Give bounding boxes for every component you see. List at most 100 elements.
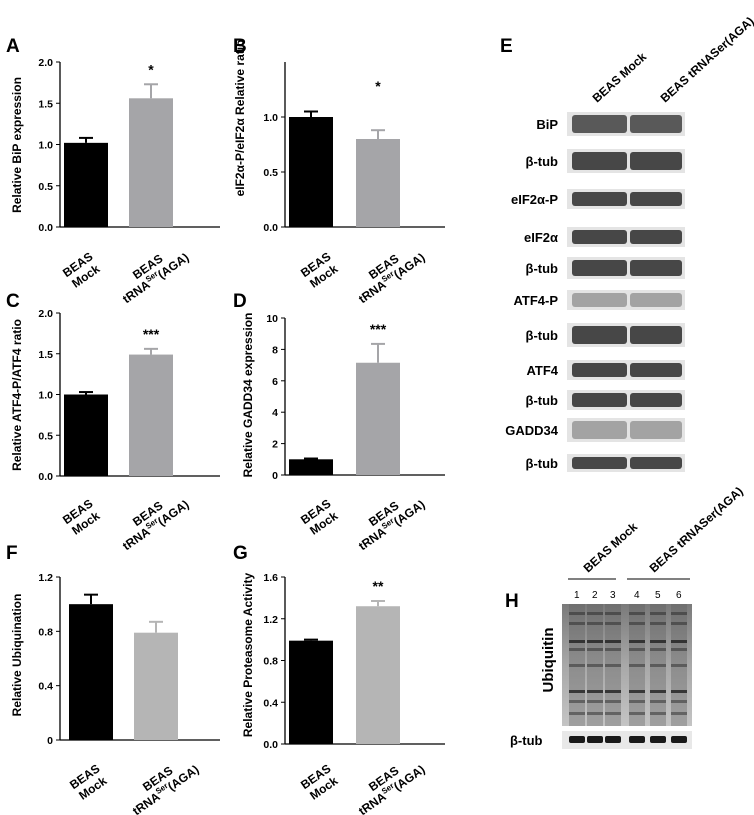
chart-a-ylabel: Relative BiP expression	[10, 77, 24, 213]
blot-h-lane-smear	[650, 604, 666, 726]
blot-h-band	[587, 648, 603, 651]
blot-h-group-trna: BEAS tRNASer(AGA)	[647, 484, 746, 575]
blot-e-row-label-6: β-tub	[526, 328, 559, 343]
bar-trna	[129, 98, 173, 227]
blot-h-band	[629, 640, 645, 643]
blot-h-band	[569, 700, 585, 703]
panel-letter-g: G	[233, 543, 248, 564]
blot-e-row-label-2: eIF2α-P	[511, 192, 558, 207]
blot-e-band-mock	[572, 192, 627, 206]
y-tick-label: 0.0	[263, 739, 278, 751]
blot-h-band	[671, 612, 687, 615]
bar-mock	[289, 640, 333, 744]
y-tick-label: 0.8	[263, 656, 278, 668]
chart-g-plot: 0.0 0.4 0.8 1.2 1.6 BEASMock ** BEAStRNASer(AGA…	[263, 572, 445, 815]
blot-e-band-mock	[572, 260, 627, 276]
blot-h-band	[671, 700, 687, 703]
blot-h-band	[671, 648, 687, 651]
blot-e-band-trna	[630, 457, 682, 469]
blot-h-lane-smear	[587, 604, 603, 726]
blot-h-btub-band	[605, 736, 621, 743]
chart-b-plot: 0.0 0.5 1.0 BEASMock * BEAStRNASer(AGA)	[263, 62, 445, 306]
blot-h-btub-membrane	[562, 731, 692, 749]
blot-h-lane-5: 5	[655, 590, 661, 601]
blot-h-lane-smear	[605, 604, 621, 726]
blot-e-col-trna: BEAS tRNASer(AGA)	[658, 14, 754, 105]
x-category-label-1: BEAStRNASer(AGA)	[112, 239, 192, 306]
x-category-label-1: BEAStRNASer(AGA)	[122, 751, 202, 815]
y-tick-label: 1.0	[38, 140, 53, 152]
chart-g-ylabel: Relative Proteasome Activity	[241, 573, 255, 738]
y-tick-label: 0.0	[38, 222, 53, 234]
blot-h-band	[605, 622, 621, 625]
blot-h-group-mock: BEAS Mock	[581, 520, 641, 576]
blot-h-lane-6: 6	[676, 590, 682, 601]
blot-h-band	[650, 640, 666, 643]
blot-h-band	[629, 700, 645, 703]
blot-h-band	[569, 622, 585, 625]
blot-e-row-label-1: β-tub	[526, 154, 559, 169]
blot-e-band-mock	[572, 115, 627, 133]
blot-h-band	[587, 664, 603, 667]
blot-h-band	[671, 712, 687, 715]
significance-marker: ***	[370, 321, 387, 337]
chart-b-ylabel: eIF2α-P/eIF2α Relative ratio	[233, 40, 247, 197]
chart-c-plot: 0.0 0.5 1.0 1.5 2.0 BEASMock *** BEAStRNASer(AG…	[38, 308, 220, 553]
blot-h-band	[650, 690, 666, 693]
blot-e-band-mock	[572, 421, 627, 439]
x-category-label-1: BEAStRNASer(AGA)	[348, 751, 428, 815]
x-category-label-1: BEAStRNASer(AGA)	[348, 239, 428, 306]
blot-h-band	[587, 612, 603, 615]
blot-h-band	[671, 664, 687, 667]
blot-e-row-label-0: BiP	[536, 117, 558, 132]
x-category-label-0: BEASMock	[67, 761, 110, 803]
panel-letter-b: B	[233, 36, 247, 57]
y-tick-label: 1.2	[263, 614, 278, 626]
blot-h-band	[605, 664, 621, 667]
y-tick-label: 2	[272, 439, 278, 451]
blot-h-lane-1: 1	[574, 590, 580, 601]
bar-trna	[356, 362, 400, 475]
y-tick-label: 1.0	[263, 112, 278, 124]
y-tick-label: 2.0	[38, 57, 53, 69]
blot-h-band	[629, 690, 645, 693]
blot-e-membrane	[567, 418, 685, 442]
bar-trna	[356, 606, 400, 744]
blot-h-ubiquitin-label: Ubiquitin	[540, 628, 557, 693]
blot-e-row-label-10: β-tub	[526, 456, 559, 471]
blot-e-band-mock	[572, 230, 627, 244]
blot-e-band-trna	[630, 293, 682, 307]
blot-h-btub-band	[629, 736, 645, 743]
blot-e-band-trna	[630, 326, 682, 344]
blot-h-lane-2: 2	[592, 590, 598, 601]
bar-trna	[356, 139, 400, 227]
chart-c-ylabel: Relative ATF4-P/ATF4 ratio	[10, 319, 24, 471]
blot-e-band-mock	[572, 326, 627, 344]
blot-h-band	[629, 648, 645, 651]
blot-e-band-trna	[630, 393, 682, 407]
blot-e-band-trna	[630, 230, 682, 244]
blot-h-lane-smear	[569, 604, 585, 726]
y-tick-label: 0.8	[38, 626, 53, 638]
blot-e-band-trna	[630, 192, 682, 206]
blot-h-lane-smear	[671, 604, 687, 726]
significance-marker: *	[375, 78, 381, 94]
blot-e-band-mock	[572, 393, 627, 407]
blot-h-band	[605, 612, 621, 615]
chart-a: Relative BiP expression	[10, 77, 24, 213]
y-tick-label: 1.5	[38, 98, 53, 110]
blot-h: BEAS Mock BEAS tRNASer(AGA) 1 2 3 4 5 6 …	[510, 484, 746, 749]
blot-e-col-mock: BEAS Mock	[590, 50, 650, 106]
y-tick-label: 0	[47, 735, 53, 747]
chart-b: eIF2α-P/eIF2α Relative ratio	[233, 40, 247, 197]
y-tick-label: 0.0	[263, 222, 278, 234]
blot-e-row-label-9: GADD34	[505, 423, 559, 438]
blot-h-lane-smear	[629, 604, 645, 726]
y-tick-label: 0.5	[38, 181, 53, 193]
blot-h-btub-band	[587, 736, 603, 743]
panel-letter-a: A	[6, 36, 20, 57]
x-category-label-1: BEAStRNASer(AGA)	[348, 486, 428, 553]
blot-h-band	[671, 690, 687, 693]
panel-letter-h: H	[505, 591, 519, 612]
y-tick-label: 0.0	[38, 471, 53, 483]
